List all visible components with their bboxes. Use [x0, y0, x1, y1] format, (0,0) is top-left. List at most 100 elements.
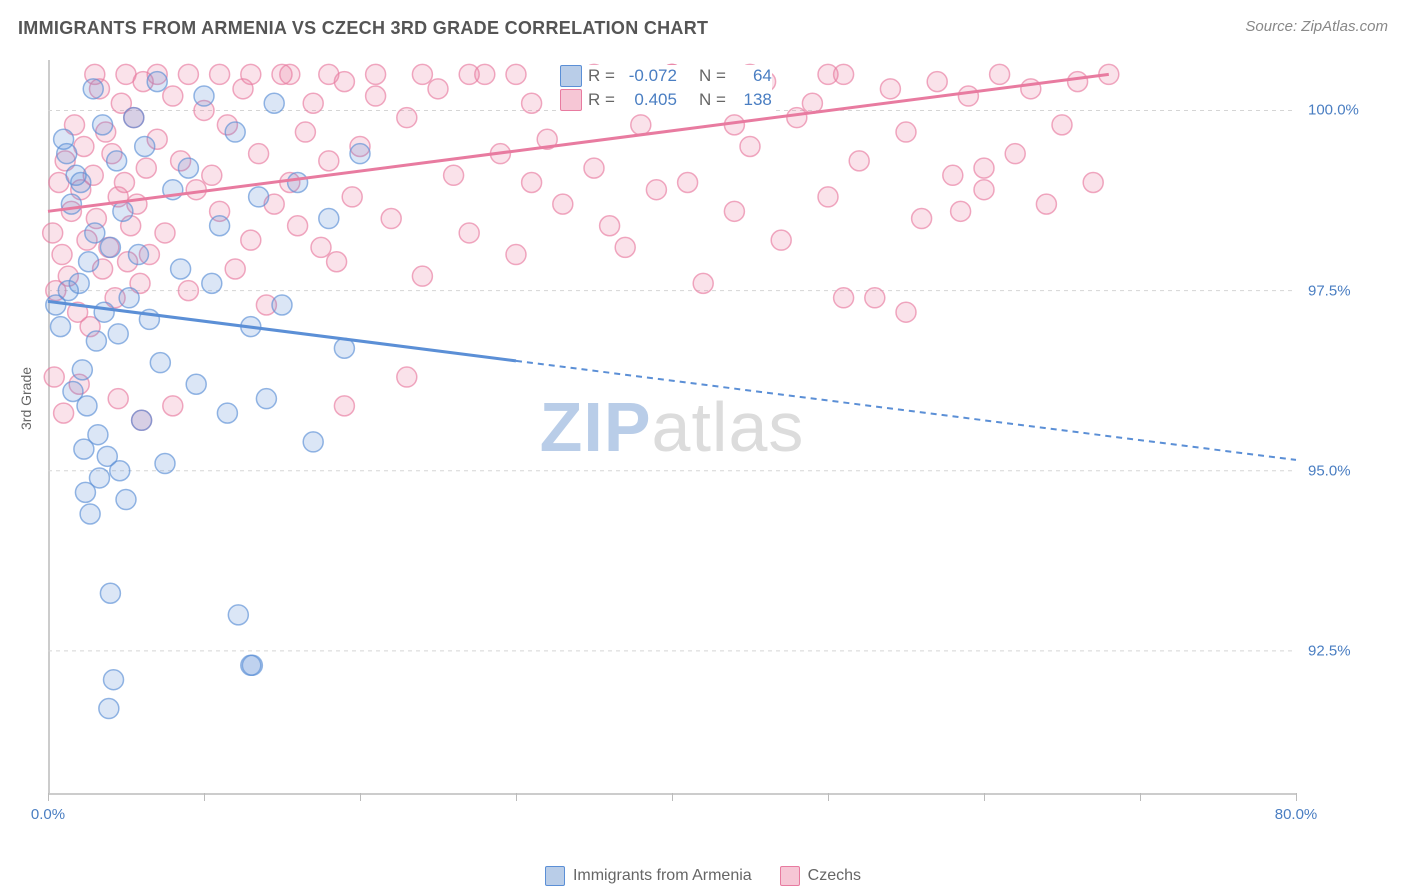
data-point-czechs	[896, 122, 916, 142]
data-point-armenia	[99, 699, 119, 719]
data-point-czechs	[412, 64, 432, 84]
data-point-czechs	[912, 209, 932, 229]
data-point-armenia	[272, 295, 292, 315]
data-point-czechs	[366, 86, 386, 106]
data-point-armenia	[80, 504, 100, 524]
source-attribution: Source: ZipAtlas.com	[1245, 18, 1388, 35]
data-point-armenia	[147, 72, 167, 92]
data-point-czechs	[397, 108, 417, 128]
x-tick	[48, 793, 49, 801]
stats-r-label: R =	[588, 90, 615, 110]
data-point-armenia	[135, 136, 155, 156]
x-tick	[1296, 793, 1297, 801]
stats-n-value-czechs: 138	[732, 90, 772, 110]
data-point-czechs	[1036, 194, 1056, 214]
data-point-czechs	[943, 165, 963, 185]
data-point-armenia	[100, 237, 120, 257]
data-point-armenia	[83, 79, 103, 99]
data-point-czechs	[951, 201, 971, 221]
data-point-armenia	[69, 273, 89, 293]
legend-swatch-armenia	[545, 866, 565, 886]
stats-r-value-czechs: 0.405	[621, 90, 677, 110]
x-tick	[516, 793, 517, 801]
data-point-czechs	[303, 93, 323, 113]
plot-area: ZIPatlas R =-0.072N =64R =0.405N =138 92…	[48, 60, 1296, 795]
data-point-czechs	[43, 223, 63, 243]
data-point-czechs	[225, 259, 245, 279]
data-point-czechs	[327, 252, 347, 272]
data-point-armenia	[178, 158, 198, 178]
data-point-czechs	[54, 403, 74, 423]
data-point-czechs	[849, 151, 869, 171]
x-tick	[984, 793, 985, 801]
x-tick	[828, 793, 829, 801]
data-point-armenia	[150, 353, 170, 373]
data-point-armenia	[186, 374, 206, 394]
legend-item-armenia: Immigrants from Armenia	[545, 866, 752, 886]
data-point-armenia	[264, 93, 284, 113]
y-tick-label: 92.5%	[1308, 642, 1398, 659]
data-point-czechs	[740, 136, 760, 156]
series-legend: Immigrants from Armenia Czechs	[0, 866, 1406, 886]
stats-row-czechs: R = 0.405 N = 138	[560, 89, 772, 111]
data-point-czechs	[52, 245, 72, 265]
data-point-armenia	[89, 468, 109, 488]
data-point-czechs	[280, 64, 300, 84]
data-point-armenia	[194, 86, 214, 106]
data-point-czechs	[631, 115, 651, 135]
data-point-czechs	[974, 180, 994, 200]
data-point-armenia	[249, 187, 269, 207]
data-point-czechs	[459, 223, 479, 243]
data-point-czechs	[178, 64, 198, 84]
data-point-armenia	[217, 403, 237, 423]
data-point-czechs	[818, 64, 838, 84]
legend-swatch-czechs	[780, 866, 800, 886]
data-point-armenia	[77, 396, 97, 416]
data-point-armenia	[132, 410, 152, 430]
data-point-armenia	[71, 173, 91, 193]
data-point-armenia	[108, 324, 128, 344]
data-point-armenia	[210, 216, 230, 236]
stats-n-value-armenia: 64	[732, 66, 772, 86]
data-point-armenia	[79, 252, 99, 272]
data-point-czechs	[522, 173, 542, 193]
data-point-czechs	[615, 237, 635, 257]
data-point-czechs	[771, 230, 791, 250]
data-point-czechs	[186, 180, 206, 200]
stats-swatch-armenia	[560, 65, 582, 87]
legend-label-czechs: Czechs	[808, 867, 861, 885]
data-point-armenia	[50, 317, 70, 337]
x-tick	[204, 793, 205, 801]
data-point-czechs	[366, 64, 386, 84]
data-point-czechs	[334, 396, 354, 416]
data-point-czechs	[678, 173, 698, 193]
y-tick-label: 97.5%	[1308, 282, 1398, 299]
data-point-czechs	[834, 288, 854, 308]
data-point-czechs	[927, 72, 947, 92]
data-point-armenia	[93, 115, 113, 135]
stats-r-label: R =	[588, 66, 615, 86]
data-point-czechs	[116, 64, 136, 84]
data-point-armenia	[242, 655, 262, 675]
data-point-czechs	[693, 273, 713, 293]
data-point-czechs	[553, 194, 573, 214]
source-prefix: Source:	[1245, 18, 1301, 35]
stats-n-label: N =	[699, 90, 726, 110]
data-point-armenia	[100, 583, 120, 603]
data-point-armenia	[113, 201, 133, 221]
data-point-czechs	[155, 223, 175, 243]
x-tick	[1140, 793, 1141, 801]
data-point-armenia	[104, 670, 124, 690]
data-point-czechs	[990, 64, 1010, 84]
data-point-czechs	[319, 151, 339, 171]
data-point-czechs	[163, 396, 183, 416]
data-point-czechs	[787, 108, 807, 128]
x-tick-label: 80.0%	[1275, 806, 1318, 823]
data-point-czechs	[1005, 144, 1025, 164]
data-point-czechs	[724, 201, 744, 221]
data-point-czechs	[802, 93, 822, 113]
data-point-czechs	[241, 230, 261, 250]
x-tick	[672, 793, 673, 801]
data-point-armenia	[303, 432, 323, 452]
data-point-czechs	[865, 288, 885, 308]
